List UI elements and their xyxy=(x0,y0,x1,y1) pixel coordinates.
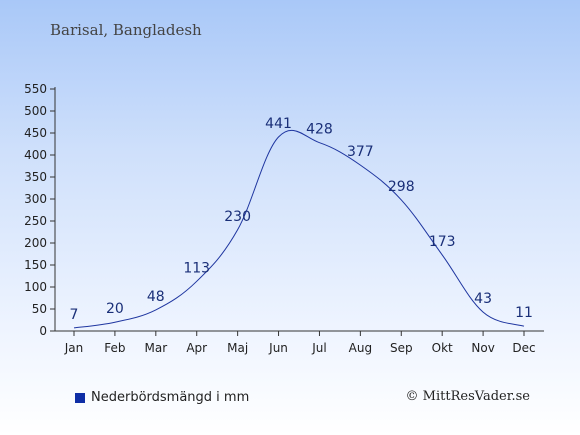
x-tick-label: Aug xyxy=(349,341,372,355)
axes xyxy=(50,87,544,336)
data-label: 20 xyxy=(106,301,124,317)
y-tick-label: 100 xyxy=(24,280,47,294)
x-tick-label: Apr xyxy=(186,341,207,355)
data-label: 7 xyxy=(70,307,79,323)
data-label: 11 xyxy=(515,305,533,321)
y-tick-labels: 0 50 100 150 200 250 300 350 400 450 500 550 xyxy=(24,82,47,338)
y-tick-label: 450 xyxy=(24,126,47,140)
x-tick-labels: Jan Feb Mar Apr Maj Jun Jul Aug Sep Okt Nov Dec xyxy=(64,341,536,355)
data-label: 298 xyxy=(388,179,415,195)
x-tick-label: Jun xyxy=(268,341,288,355)
y-tick-label: 50 xyxy=(32,302,47,316)
legend-swatch xyxy=(75,392,85,403)
x-tick-label: Dec xyxy=(512,341,535,355)
data-label: 113 xyxy=(183,260,210,276)
y-tick-label: 200 xyxy=(24,236,47,250)
x-tick-label: Feb xyxy=(104,341,125,355)
data-label: 428 xyxy=(306,122,333,138)
data-label: 441 xyxy=(265,116,292,132)
x-tick-label: Jan xyxy=(64,341,84,355)
y-tick-label: 0 xyxy=(39,324,47,338)
precipitation-line xyxy=(73,130,525,329)
legend: Nederbördsmängd i mm xyxy=(75,390,249,405)
y-tick-label: 350 xyxy=(24,170,47,184)
data-label: 230 xyxy=(224,209,251,225)
data-label: 173 xyxy=(429,234,456,250)
x-tick-label: Okt xyxy=(432,341,453,355)
y-tick-label: 500 xyxy=(24,104,47,118)
data-label: 377 xyxy=(347,144,374,160)
y-tick-label: 400 xyxy=(24,148,47,162)
x-tick-label: Mar xyxy=(144,341,167,355)
x-tick-label: Nov xyxy=(471,341,494,355)
x-tick-label: Maj xyxy=(227,341,248,355)
site-credit: © MittResVader.se xyxy=(405,389,530,404)
legend-label: Nederbördsmängd i mm xyxy=(91,390,250,405)
y-tick-label: 300 xyxy=(24,192,47,206)
data-label: 43 xyxy=(474,291,492,307)
data-labels: 7 20 48 113 230 441 428 377 298 173 43 11 xyxy=(70,116,533,323)
y-tick-label: 550 xyxy=(24,82,47,96)
y-tick-label: 150 xyxy=(24,258,47,272)
chart-title: Barisal, Bangladesh xyxy=(50,21,202,39)
x-tick-label: Sep xyxy=(390,341,413,355)
x-tick-label: Jul xyxy=(311,341,326,355)
data-label: 48 xyxy=(147,289,165,305)
y-tick-label: 250 xyxy=(24,214,47,228)
